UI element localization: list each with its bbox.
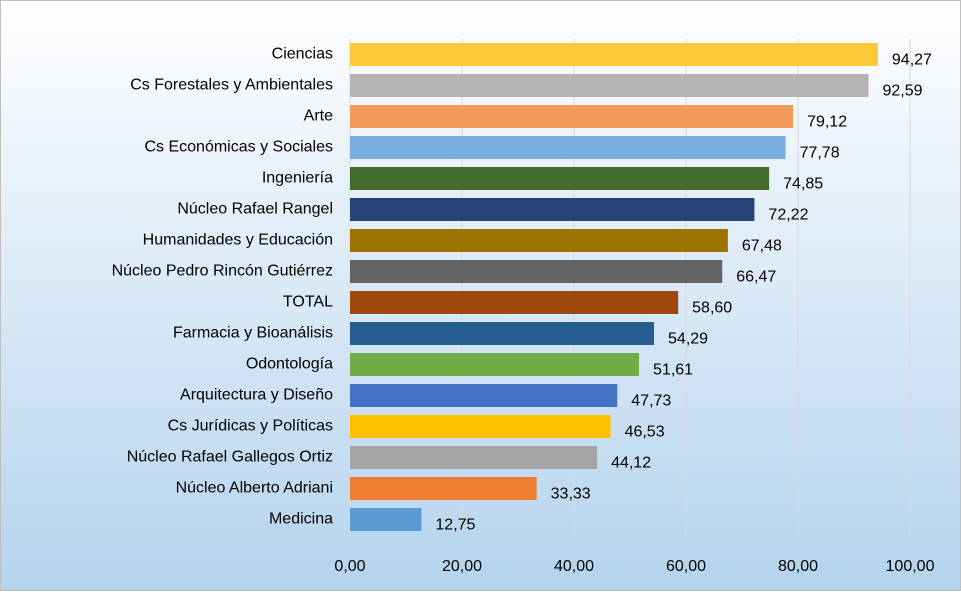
- y-tick-label: Núcleo Pedro Rincón Gutiérrez: [112, 263, 333, 280]
- value-label: 67,48: [742, 238, 782, 255]
- value-label: 72,22: [768, 207, 808, 224]
- bar: [350, 446, 598, 469]
- value-label: 74,85: [783, 176, 823, 193]
- y-tick-label: Cs Forestales y Ambientales: [130, 77, 333, 94]
- y-tick-label: Arte: [304, 108, 333, 125]
- x-tick-label: 40,00: [554, 558, 594, 575]
- bar: [350, 136, 786, 159]
- y-tick-label: Cs Económicas y Sociales: [144, 139, 333, 156]
- bar: [350, 291, 679, 314]
- bar: [350, 198, 755, 221]
- bar: [350, 74, 869, 97]
- bar: [350, 260, 723, 283]
- y-tick-label: Medicina: [269, 511, 333, 528]
- x-tick-label: 0,00: [334, 558, 365, 575]
- value-label: 47,73: [631, 393, 671, 410]
- y-tick-label: TOTAL: [283, 294, 333, 311]
- bar: [350, 353, 640, 376]
- value-label: 12,75: [435, 517, 475, 534]
- y-tick-label: Núcleo Rafael Rangel: [177, 201, 333, 218]
- value-label: 92,59: [883, 83, 923, 100]
- value-label: 66,47: [736, 269, 776, 286]
- value-label: 44,12: [611, 455, 651, 472]
- value-label: 46,53: [625, 424, 665, 441]
- y-tick-label: Ciencias: [272, 46, 333, 63]
- bar: [350, 477, 537, 500]
- value-label: 94,27: [892, 52, 932, 69]
- y-tick-label: Arquitectura y Diseño: [180, 387, 333, 404]
- bar: [350, 43, 878, 66]
- bar: [350, 322, 655, 345]
- y-tick-label: Farmacia y Bioanálisis: [173, 325, 333, 342]
- y-tick-label: Ingeniería: [262, 170, 333, 187]
- bar: [350, 105, 794, 128]
- bar: [350, 415, 611, 438]
- bar: [350, 508, 422, 531]
- x-tick-label: 20,00: [442, 558, 482, 575]
- x-tick-label: 80,00: [778, 558, 818, 575]
- y-tick-label: Núcleo Alberto Adriani: [176, 480, 333, 497]
- bar: [350, 229, 728, 252]
- value-label: 51,61: [653, 362, 693, 379]
- value-label: 77,78: [800, 145, 840, 162]
- value-label: 54,29: [668, 331, 708, 348]
- bar: [350, 384, 618, 407]
- x-tick-label: 60,00: [666, 558, 706, 575]
- y-tick-label: Cs Jurídicas y Políticas: [168, 418, 333, 435]
- value-label: 33,33: [551, 486, 591, 503]
- y-tick-label: Humanidades y Educación: [143, 232, 333, 249]
- value-label: 58,60: [692, 300, 732, 317]
- bar: [350, 167, 770, 190]
- y-tick-label: Núcleo Rafael Gallegos Ortiz: [127, 449, 333, 466]
- y-tick-label: Odontología: [246, 356, 333, 373]
- value-label: 79,12: [807, 114, 847, 131]
- x-tick-label: 100,00: [886, 558, 935, 575]
